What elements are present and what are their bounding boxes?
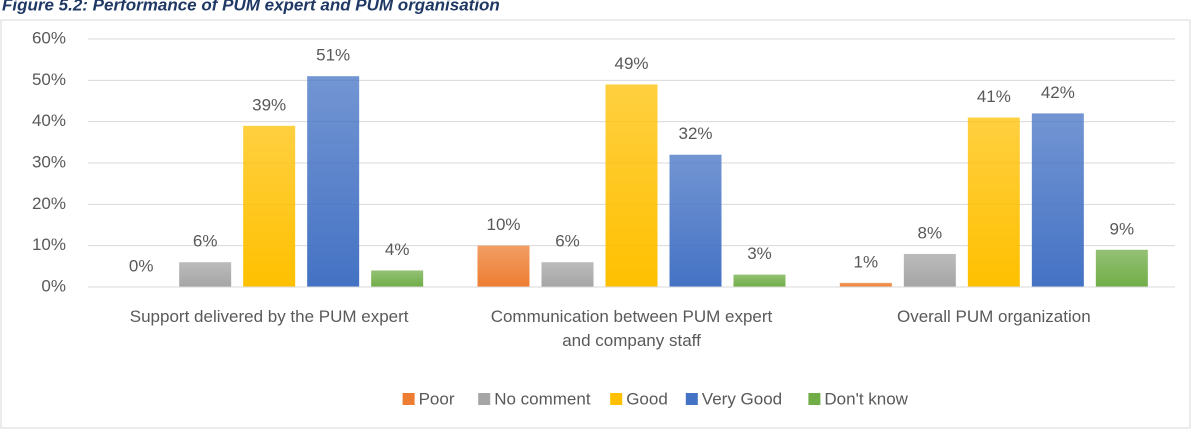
bar	[541, 262, 594, 287]
data-label: 1%	[854, 252, 879, 271]
bar	[1031, 113, 1084, 288]
bar	[477, 245, 530, 287]
y-tick-label: 50%	[32, 70, 66, 89]
data-label: 32%	[678, 124, 712, 143]
bar	[1095, 249, 1148, 287]
y-tick-label: 10%	[32, 235, 66, 254]
data-label: 0%	[129, 256, 154, 275]
data-label: 42%	[1041, 83, 1075, 102]
legend-label: Very Good	[702, 389, 782, 408]
y-tick-label: 60%	[32, 28, 66, 47]
data-label: 8%	[918, 223, 943, 242]
legend-label: No comment	[494, 389, 591, 408]
x-tick-label: Support delivered by the PUM expert	[129, 307, 409, 326]
data-label: 6%	[193, 232, 218, 251]
data-label: 49%	[614, 54, 648, 73]
bar	[733, 274, 786, 287]
data-label: 6%	[555, 232, 580, 251]
data-label: 10%	[486, 215, 520, 234]
data-label: 41%	[977, 87, 1011, 106]
bar	[243, 125, 296, 287]
bar	[669, 154, 722, 287]
y-tick-label: 40%	[32, 111, 66, 130]
legend-swatch	[610, 393, 623, 405]
data-label: 9%	[1110, 219, 1135, 238]
bar	[179, 262, 232, 287]
legend-swatch	[808, 393, 821, 405]
data-label: 51%	[316, 46, 350, 65]
x-tick-label: Overall PUM organization	[896, 307, 1091, 326]
bar	[839, 282, 892, 287]
legend-label: Poor	[419, 389, 455, 408]
data-label: 4%	[385, 240, 410, 259]
legend-swatch	[685, 393, 698, 405]
x-tick-label: Communication between PUM expert and com…	[490, 307, 773, 350]
chart-title: Figure 5.2: Performance of PUM expert an…	[2, 0, 500, 14]
legend-swatch	[478, 393, 491, 405]
bar	[307, 76, 360, 287]
bar	[967, 117, 1020, 288]
legend-label: Don't know	[824, 389, 908, 408]
legend-label: Good	[626, 389, 668, 408]
y-tick-label: 30%	[32, 152, 66, 171]
data-label: 39%	[252, 95, 286, 114]
bar	[371, 270, 424, 287]
bar	[903, 253, 956, 287]
y-tick-label: 0%	[41, 276, 66, 295]
data-label: 3%	[747, 244, 772, 263]
bar	[605, 84, 658, 287]
y-tick-label: 20%	[32, 194, 66, 213]
legend-swatch	[402, 393, 415, 405]
